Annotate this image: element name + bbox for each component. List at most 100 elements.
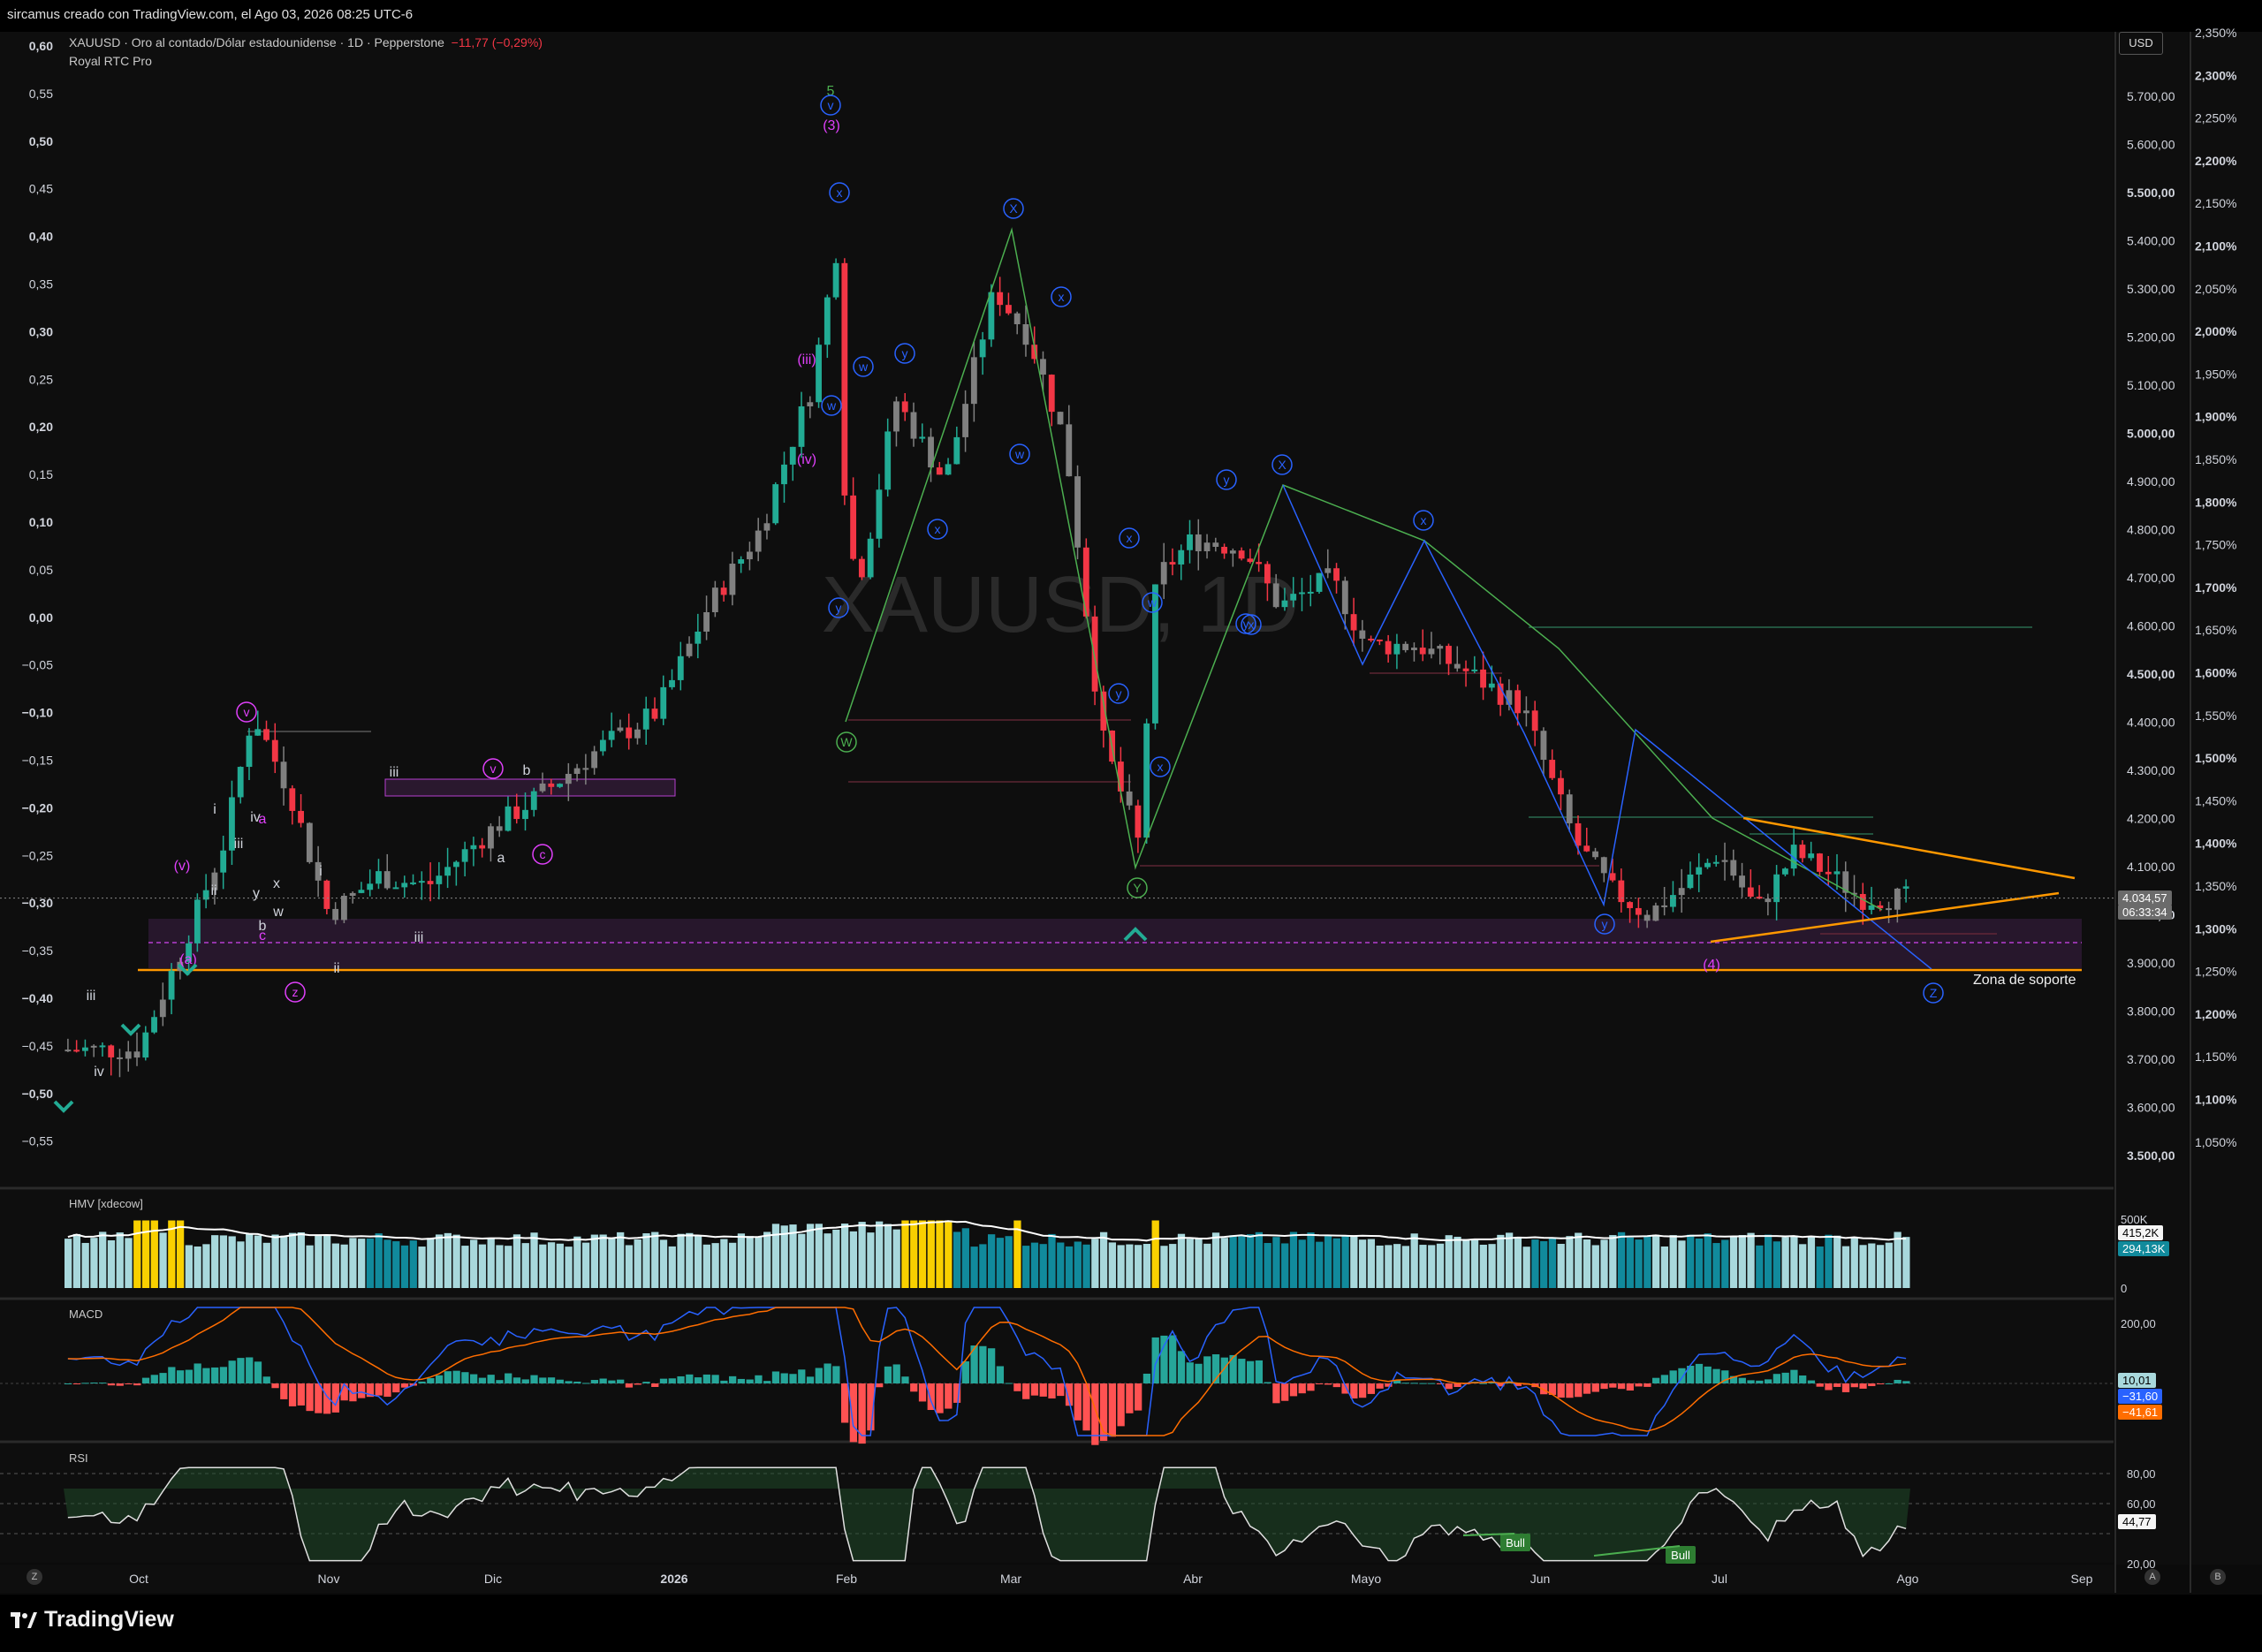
currency-selector[interactable]: USD [2119,32,2163,55]
auto-scale-button[interactable]: A [2144,1569,2160,1585]
volume-bar [1160,1246,1168,1288]
candle-body [1825,871,1832,875]
macd-histogram-bar [254,1361,262,1383]
volume-bar [1894,1231,1901,1288]
volume-bar [185,1245,193,1288]
macd-histogram-bar [1057,1383,1065,1397]
volume-bar [1591,1245,1599,1288]
macd-histogram-bar [1643,1383,1651,1387]
volume-bar [1195,1239,1203,1288]
wave-label-circle [821,395,842,416]
candle-body [703,611,710,632]
pct-tick-label: 1,050% [2195,1135,2236,1149]
volume-bar [1721,1239,1729,1288]
wave-line-green [845,227,1883,911]
volume-bar [1005,1236,1013,1288]
volume-bar [1091,1239,1099,1288]
candle-body [1299,592,1305,595]
rsi-title[interactable]: RSI [69,1451,88,1465]
volume-bar [315,1235,323,1288]
macd-histogram-bar [427,1378,435,1383]
macd-histogram-bar [1566,1383,1574,1398]
price-axis[interactable] [2116,32,2189,1565]
macd-histogram-bar [1211,1354,1220,1383]
macd-histogram-bar [970,1345,978,1383]
wave-label: i [319,864,323,879]
candle-body [720,587,727,595]
pct-axis[interactable] [2191,32,2262,1565]
volume-bar [1332,1238,1340,1288]
wave-label: x [1158,760,1164,774]
wave-label: ii [333,961,339,976]
wave-label: z [292,985,299,999]
left-tick-label: 0,60 [29,39,53,53]
wave-label: (3) [823,118,840,133]
macd-histogram-bar [1195,1363,1203,1383]
pct-tick-label: 1,300% [2195,921,2237,936]
wave-label-circle [1271,454,1293,475]
time-tick-label: Oct [129,1572,148,1586]
macd-pane[interactable] [0,1300,2114,1440]
macd-title[interactable]: MACD [69,1307,103,1321]
volume-bar [668,1246,676,1288]
macd-histogram-bar [832,1366,840,1383]
volume-bar [1401,1246,1410,1288]
main-pane[interactable] [0,32,2114,1187]
candle-body [686,643,693,656]
volume-bar [1772,1241,1781,1288]
macd-histogram-bar [1825,1383,1833,1391]
macd-histogram-bar [1799,1375,1807,1383]
volume-bar [452,1234,460,1288]
macd-histogram-bar [228,1360,236,1383]
pct-tick-label: 1,650% [2195,623,2236,637]
macd-histogram-bar [358,1383,366,1398]
wave-label: v [828,98,834,112]
macd-histogram-bar [1436,1383,1445,1384]
bull-divergence-badge [1666,1546,1696,1564]
volume-bar [1781,1237,1789,1288]
volume-bar [1548,1238,1557,1288]
macd-histogram-bar [1203,1356,1211,1383]
volume-bar [1738,1235,1746,1288]
volume-bar [1704,1233,1712,1288]
reset-zoom-button[interactable]: Z [27,1569,42,1585]
wave-label-circle [285,981,306,1003]
indicator-name[interactable]: Royal RTC Pro [69,54,152,68]
tradingview-logo[interactable]: TradingView [11,1607,174,1633]
macd-histogram-bar [116,1383,124,1386]
time-tick-label: Jul [1712,1572,1727,1586]
macd-histogram-bar [1902,1381,1910,1383]
price-tick-label: 4.400,00 [2127,716,2175,730]
volume-bar [1575,1232,1583,1288]
candle-body [254,729,262,736]
macd-histogram-bar [1626,1383,1634,1391]
hmv-title[interactable]: HMV [xdecow] [69,1197,143,1210]
volume-bar [159,1232,167,1288]
log-scale-button[interactable]: B [2210,1569,2226,1585]
volume-bar [1643,1236,1651,1288]
volume-bar [1367,1239,1375,1288]
candle-body [229,797,235,851]
candle-body [1411,648,1417,650]
macd-histogram-bar [375,1383,383,1396]
candle-body [1203,542,1211,552]
price-tick-label: 4.700,00 [2127,571,2175,585]
time-tick-label: Dic [484,1572,502,1586]
price-tick-label: 5.400,00 [2127,234,2175,248]
candle-body [1040,359,1046,375]
volume-ma-line [67,1220,1907,1242]
macd-histogram-bar [668,1378,676,1383]
price-tick-label: 4.800,00 [2127,523,2175,537]
candle-body [1808,853,1815,859]
volume-bar [617,1231,625,1288]
symbol-description[interactable]: XAUUSD · Oro al contado/Dólar estadounid… [69,35,444,49]
macd-histogram-bar [771,1371,780,1383]
candle-body [789,446,796,465]
bull-divergence-label: Bull [1671,1549,1690,1562]
candle-body [1488,683,1495,688]
candle-body [125,1051,132,1059]
volume-bar [1652,1234,1660,1288]
candle-body [884,431,892,490]
time-axis[interactable] [0,1565,2114,1593]
